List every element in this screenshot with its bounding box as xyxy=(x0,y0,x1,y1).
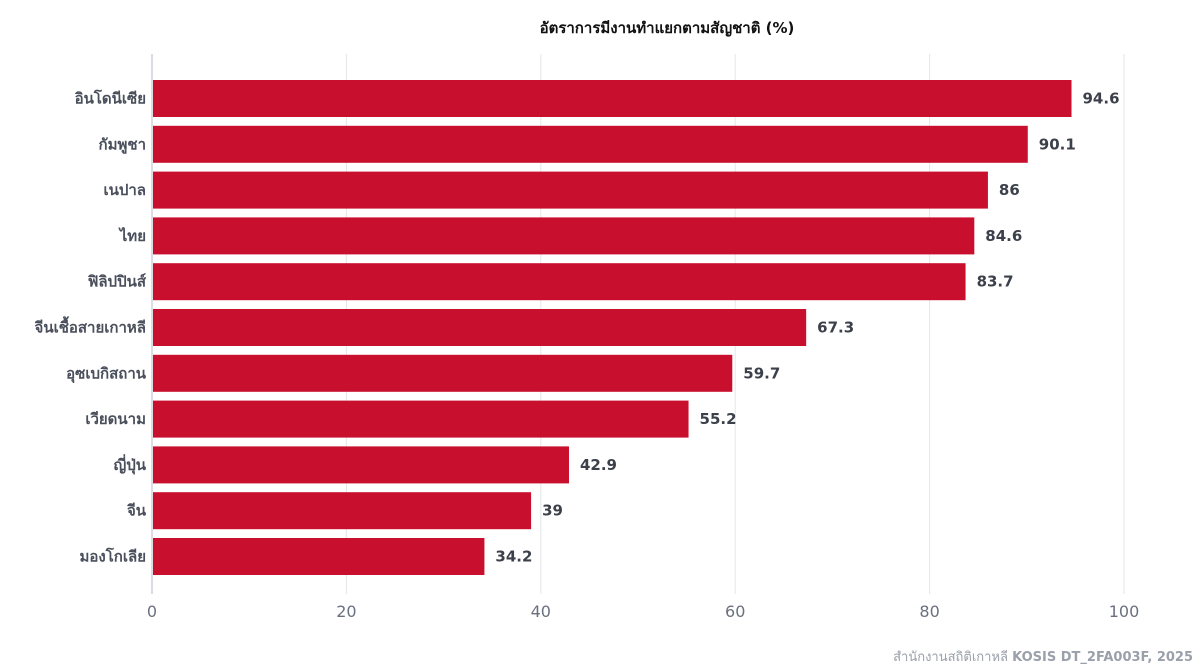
category-label-3: ไทย xyxy=(118,226,146,245)
category-labels: อินโดนีเซียกัมพูชาเนปาลไทยฟิลิปปินส์จีนเ… xyxy=(34,89,147,566)
category-label-8: ญี่ปุ่น xyxy=(113,454,146,475)
bar-3 xyxy=(153,217,975,255)
x-tick-label-100: 100 xyxy=(1109,602,1140,621)
value-label-8: 42.9 xyxy=(580,456,617,474)
value-label-0: 94.6 xyxy=(1083,90,1120,108)
bar-6 xyxy=(153,354,733,392)
source-strong: KOSIS DT_2FA003F, 2025 xyxy=(1012,650,1193,665)
x-axis-ticks: 0 20 40 60 80 100 xyxy=(147,602,1139,621)
chart-title: อัตราการมีงานทำแยกตามสัญชาติ (%) xyxy=(540,19,795,37)
category-label-2: เนปาล xyxy=(103,181,146,199)
bar-2 xyxy=(153,171,988,209)
x-tick-label-0: 0 xyxy=(147,602,157,621)
bar-8 xyxy=(153,446,569,484)
bar-9 xyxy=(153,492,532,530)
bar-5 xyxy=(153,309,807,346)
value-label-3: 84.6 xyxy=(985,227,1022,245)
category-label-9: จีน xyxy=(127,502,147,520)
value-label-6: 59.7 xyxy=(743,364,780,382)
x-tick-label-40: 40 xyxy=(531,602,551,621)
category-label-6: อุซเบกิสถาน xyxy=(66,364,147,383)
source-prefix: สำนักงานสถิติเกาหลี xyxy=(893,649,1012,665)
x-tick-label-20: 20 xyxy=(336,602,356,621)
value-label-2: 86 xyxy=(999,181,1020,199)
category-label-7: เวียดนาม xyxy=(85,410,146,428)
value-label-9: 39 xyxy=(542,502,563,520)
bar-7 xyxy=(153,400,689,438)
value-label-4: 83.7 xyxy=(977,273,1014,291)
x-tick-label-80: 80 xyxy=(919,602,939,621)
value-label-1: 90.1 xyxy=(1039,135,1076,153)
bar-4 xyxy=(153,263,966,301)
x-tick-label-60: 60 xyxy=(725,602,745,621)
bar-10 xyxy=(153,538,485,575)
value-label-7: 55.2 xyxy=(700,410,737,428)
category-label-1: กัมพูชา xyxy=(99,135,146,154)
category-label-4: ฟิลิปปินส์ xyxy=(88,273,147,291)
category-label-10: มองโกเลีย xyxy=(80,547,146,566)
bars-group xyxy=(153,80,1072,575)
value-label-5: 67.3 xyxy=(817,319,854,337)
bar-1 xyxy=(153,125,1028,163)
bar-0 xyxy=(153,80,1072,117)
category-label-0: อินโดนีเซีย xyxy=(75,89,146,108)
value-labels: 94.6 90.1 86 84.6 83.7 67.3 59.7 55.2 42.9 39 34.2 xyxy=(495,90,1119,566)
value-label-10: 34.2 xyxy=(495,548,532,566)
category-label-5: จีนเชื้อสายเกาหลี xyxy=(34,316,146,337)
source-note: สำนักงานสถิติเกาหลี KOSIS DT_2FA003F, 20… xyxy=(893,649,1193,665)
